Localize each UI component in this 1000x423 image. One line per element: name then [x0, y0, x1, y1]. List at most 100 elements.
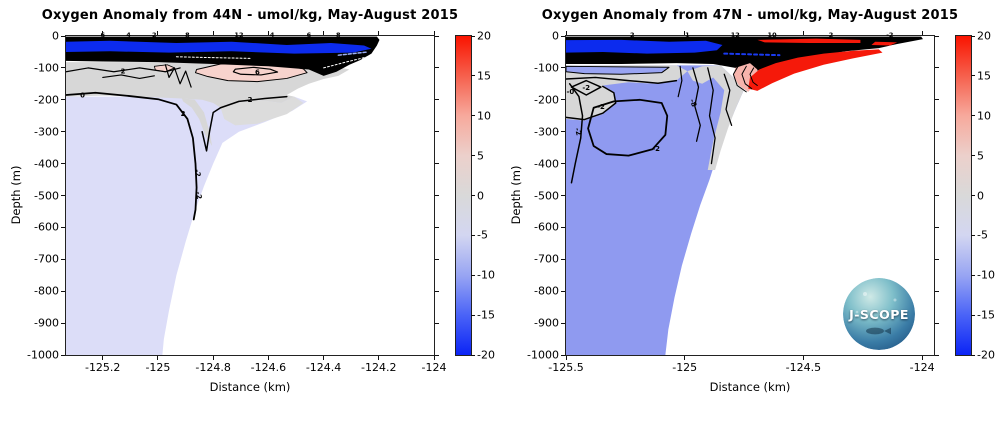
contour-line [677, 65, 683, 98]
contour-line [175, 56, 251, 59]
y-tick-mark-right [435, 195, 439, 196]
contour-label: -2 [194, 191, 203, 200]
y-tick-label: -300 [534, 125, 559, 139]
x-tick-label: -124 [421, 361, 447, 374]
x-axis-label-44n: Distance (km) [209, 380, 291, 394]
region-strong-positive-red-wedge [748, 49, 883, 91]
colorbar-tick-mark [471, 195, 475, 196]
y-tick-mark-right [935, 290, 939, 292]
contour-line [707, 67, 716, 165]
y-axis-label-44n: Depth (m) [9, 165, 23, 225]
region-gray-tongue [181, 98, 213, 147]
y-tick-mark [61, 226, 65, 228]
y-tick-label: -400 [534, 157, 559, 171]
y-tick-mark [561, 131, 565, 133]
y-tick-label: -700 [34, 252, 59, 266]
contour-line [749, 67, 758, 86]
y-tick-label: -1000 [527, 348, 559, 362]
colorbar-tick-label: 0 [977, 189, 984, 202]
x-tick-mark-top [921, 31, 923, 35]
y-axis-label-47n: Depth (m) [509, 165, 523, 225]
contour-line [723, 73, 733, 126]
y-tick-mark-right [435, 226, 439, 228]
x-tick-label: -124.6 [250, 361, 287, 374]
y-tick-mark-right [435, 35, 439, 37]
y-tick-label: 0 [552, 29, 559, 43]
x-axis-label-47n: Distance (km) [709, 380, 791, 394]
jscope-logo-text: J-SCOPE [849, 306, 909, 322]
y-tick-mark-right [435, 258, 439, 260]
x-tick-mark-top [684, 31, 686, 35]
colorbar-tick-mark [971, 75, 975, 77]
contour-plot-47n: -0 -2 -2 -2 -2 -8 [527, 30, 939, 374]
y-tick-mark-right [935, 131, 939, 133]
x-tick-label: -125.2 [84, 361, 121, 374]
y-tick-label: -600 [34, 220, 59, 234]
x-tick-mark-top [157, 31, 159, 35]
y-tick-label: -400 [34, 157, 59, 171]
colorbar-tick-label: 0 [477, 189, 484, 202]
region-periwinkle-strip [566, 65, 670, 75]
y-tick-mark [61, 131, 65, 133]
colorbar-tick-label: 5 [477, 149, 484, 163]
colorbar-tick-mark [971, 314, 975, 316]
y-tick-mark [561, 67, 565, 69]
x-tick-mark [433, 356, 435, 360]
contour-line [732, 64, 747, 93]
surface-contour-label: 12 [234, 31, 244, 39]
y-tick-mark-right [935, 35, 939, 37]
x-tick-mark-top [102, 31, 104, 35]
x-tick-mark-top [323, 31, 325, 35]
x-tick-label: -125.5 [548, 361, 584, 374]
y-tick-mark-right [435, 290, 439, 292]
contour-label: -2 [573, 127, 583, 137]
contour-line [566, 76, 678, 84]
y-tick-mark [61, 322, 65, 324]
x-tick-mark [921, 356, 923, 360]
colorbar-tick-label: -10 [477, 268, 495, 282]
jscope-logo-art [843, 278, 915, 350]
y-tick-mark [561, 35, 565, 37]
colorbar-tick-label: 10 [977, 109, 991, 123]
x-tick-mark [102, 356, 104, 360]
x-tick-mark-top [433, 31, 435, 35]
contour-line [723, 52, 781, 57]
x-tick-mark [378, 356, 380, 360]
surface-contour-label: 12 [730, 31, 740, 39]
plot-title-44n: Oxygen Anomaly from 44N - umol/kg, May-A… [41, 8, 459, 23]
y-tick-mark-right [935, 354, 939, 356]
colorbar-tick-mark [471, 354, 475, 356]
colorbar-tick-label: 10 [477, 109, 491, 123]
colorbar-tick-label: -5 [977, 228, 988, 242]
contour-line [587, 98, 669, 157]
y-tick-mark [561, 195, 565, 196]
surface-contour-label: 2 [629, 31, 635, 39]
x-tick-mark [565, 356, 567, 360]
contour-line [692, 67, 701, 142]
y-tick-label: -100 [534, 61, 559, 75]
y-tick-label: 0 [52, 29, 59, 43]
y-tick-label: -700 [534, 252, 559, 266]
contour-line [741, 65, 753, 90]
y-tick-mark-right [935, 195, 939, 196]
colorbar-tick-label: -5 [477, 228, 488, 242]
x-tick-mark [684, 356, 686, 360]
colorbar-tick-mark [471, 314, 475, 316]
y-tick-mark [61, 99, 65, 101]
y-tick-mark [561, 354, 565, 356]
surface-contour-label: 4 [126, 31, 131, 39]
panel-oxygen-anomaly-44n: Oxygen Anomaly from 44N - umol/kg, May-A… [9, 8, 495, 394]
contour-label: 2 [248, 96, 253, 104]
y-tick-label: -300 [34, 125, 59, 139]
x-tick-label: -125 [145, 361, 171, 374]
y-tick-label: -100 [34, 61, 59, 75]
colorbar-tick-label: 5 [977, 149, 984, 163]
contour-line [323, 56, 369, 69]
colorbar-tick-label: -15 [477, 308, 495, 322]
region-deep-weak-negative-anomaly [66, 96, 308, 355]
colorbar-tick-mark [971, 274, 975, 276]
y-tick-mark-right [435, 99, 439, 101]
y-tick-mark [61, 290, 65, 292]
contour-line [164, 64, 192, 88]
colorbar-tick-label: -15 [977, 308, 995, 322]
